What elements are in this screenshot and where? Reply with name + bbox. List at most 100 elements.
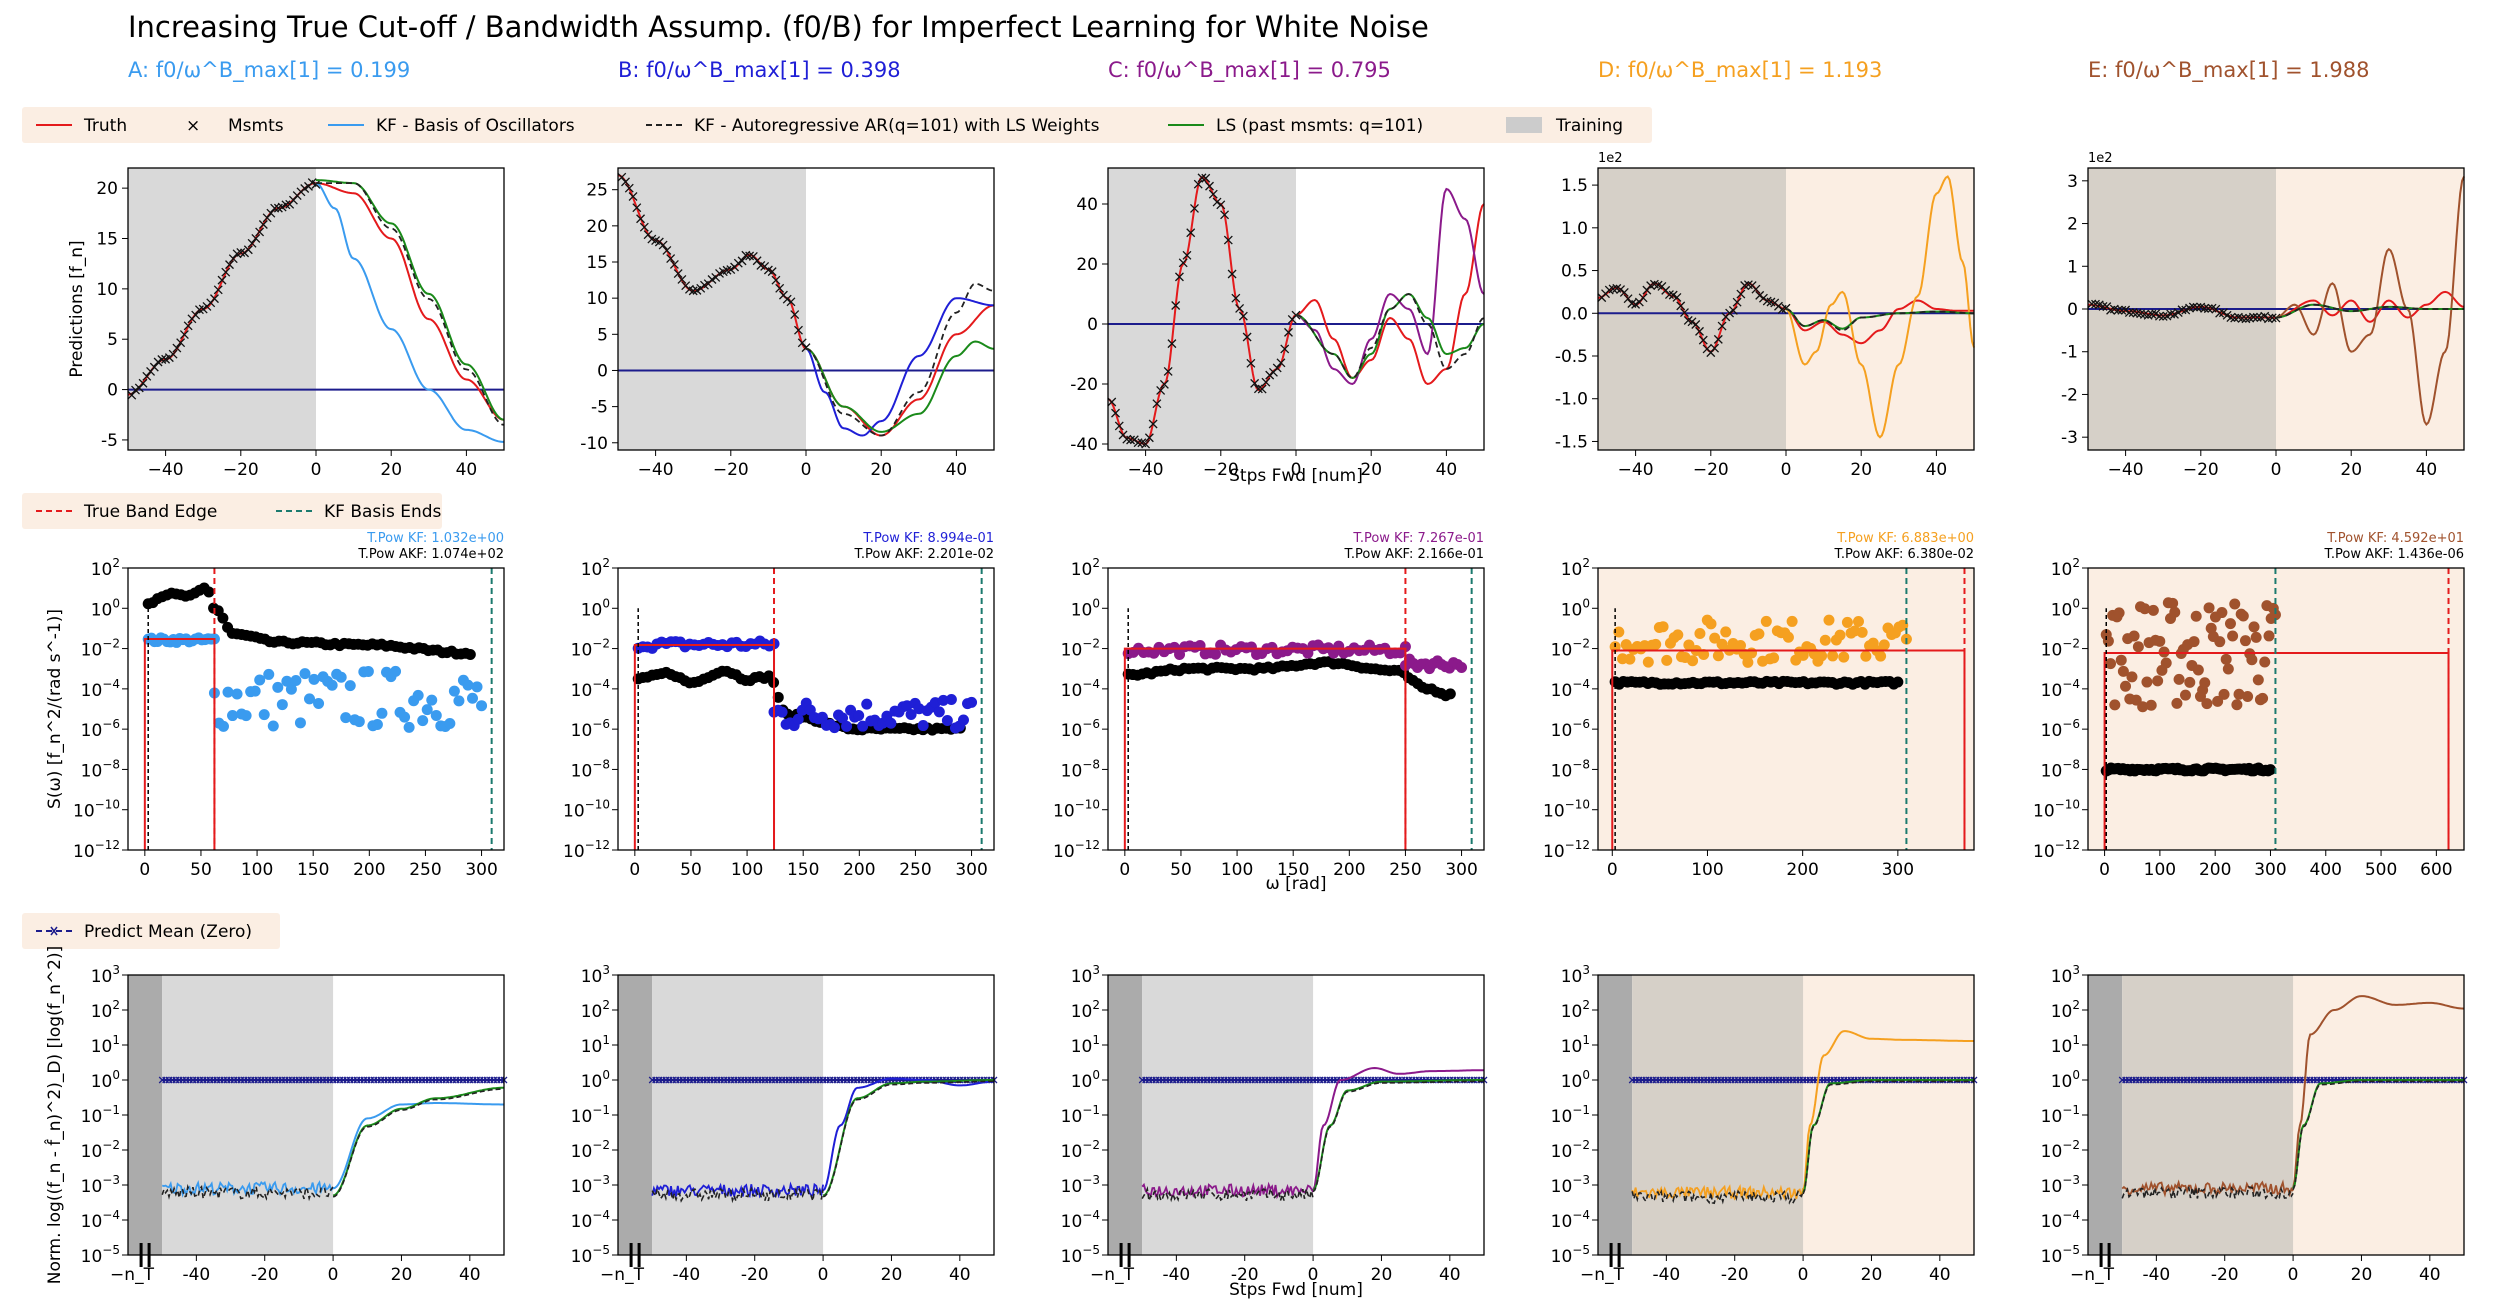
kf-spectrum-point: [2218, 688, 2230, 700]
ytick-label: 10−4: [1551, 677, 1590, 701]
ytick-label: 101: [581, 1033, 610, 1057]
kf-spectrum-point: [2169, 606, 2181, 618]
tick-exponent: −2: [2062, 1138, 2080, 1152]
msmt-marker: [153, 357, 163, 367]
kf-spectrum-point: [2231, 699, 2243, 711]
tick-exponent: 0: [112, 1068, 120, 1082]
msmt-marker: [1156, 386, 1166, 395]
kf-spectrum-point: [227, 710, 239, 722]
akf-spectrum-point: [217, 612, 229, 624]
kf-spectrum-point: [444, 717, 456, 729]
ytick-label: 10−5: [1551, 1243, 1590, 1267]
ytick-label: 40: [1076, 195, 1098, 215]
kf-spectrum-point: [857, 720, 869, 732]
ytick-label: 1.5: [1561, 176, 1588, 196]
spectrum-tint: [1598, 568, 1974, 850]
ytick-label: 100: [91, 596, 120, 620]
ytick-label: 10−4: [81, 677, 120, 701]
tick-exponent: −10: [585, 798, 610, 812]
msmt-marker: [198, 304, 208, 314]
ytick-label: 10−6: [81, 717, 120, 741]
tick-exponent: −4: [1572, 1208, 1590, 1222]
kf-spectrum-point: [2222, 663, 2234, 675]
msmt-marker: [673, 269, 683, 279]
xtick-label: 0: [801, 460, 812, 480]
kf-spectrum-point: [1650, 638, 1662, 650]
kf-spectrum-point: [448, 685, 460, 697]
msmt-marker: [617, 172, 627, 182]
akf-error-forecast: [2292, 1080, 2464, 1190]
msmt-marker: [1664, 290, 1674, 300]
kf-spectrum-point: [2248, 621, 2260, 633]
xtick-label: 40: [1929, 1265, 1951, 1285]
training-region: [1632, 975, 1804, 1255]
tick-exponent: −4: [102, 1208, 120, 1222]
xtick-label: 40: [2419, 1265, 2441, 1285]
xtick-label: −20: [1203, 460, 1239, 480]
xtick-label: 0: [311, 460, 322, 480]
kf-spectrum-point: [2167, 597, 2179, 609]
tick-exponent: −3: [102, 1173, 120, 1187]
figure-title: Increasing True Cut-off / Bandwidth Assu…: [128, 10, 1429, 44]
row2-axes-frame: [617, 567, 995, 851]
ytick-label: 103: [2051, 963, 2080, 987]
kf-spectrum-point: [792, 713, 804, 725]
msmt-marker: [737, 256, 747, 266]
msmt-marker: [1755, 290, 1765, 300]
ytick-label: 10−3: [1061, 1173, 1100, 1197]
msmt-marker: [2203, 304, 2213, 314]
msmt-marker: [1238, 311, 1248, 321]
kf-spectrum-point: [2128, 630, 2140, 642]
ytick-label: 2: [2067, 215, 2078, 235]
legend-bot: [22, 913, 280, 949]
msmt-marker: [221, 267, 231, 277]
msmt-marker: [1257, 384, 1267, 394]
row2-xlabel: ω [rad]: [1265, 874, 1326, 894]
ytick-label: 5: [597, 325, 608, 345]
tpow-akf-label: T.Pow AKF: 6.380e-02: [1834, 547, 1974, 562]
ytick-label: -5: [101, 431, 118, 451]
axis-break-marker: [1609, 1243, 1621, 1267]
tick-exponent: −2: [1082, 637, 1100, 651]
msmt-marker: [669, 260, 679, 269]
msmt-marker: [311, 179, 321, 189]
tick-exponent: −8: [1572, 757, 1590, 771]
tick-exponent: −2: [2062, 637, 2080, 651]
msmt-marker: [1201, 173, 1211, 183]
kf-spectrum-point: [933, 706, 945, 718]
akf-line: [805, 282, 995, 437]
ytick-label: 100: [1561, 596, 1590, 620]
tick-exponent: 0: [602, 1068, 610, 1082]
kf-spectrum-point: [421, 704, 433, 716]
ytick-label: 10−3: [571, 1173, 610, 1197]
ytick-label: 10−4: [571, 1208, 610, 1232]
ytick-label: 0: [107, 381, 118, 401]
kf-spectrum-point: [2237, 610, 2249, 622]
akf-line: [316, 182, 505, 426]
msmt-marker: [1242, 332, 1252, 342]
xtick-label: 20: [2351, 1265, 2373, 1285]
msmt-marker: [1691, 320, 1701, 329]
tick-exponent: 0: [1582, 596, 1590, 610]
ytick-label: 0: [597, 361, 608, 381]
msmt-marker: [1133, 438, 1143, 448]
msmt-marker: [1190, 203, 1199, 213]
kf-spectrum-point: [2184, 676, 2196, 688]
tick-exponent: −4: [1082, 677, 1100, 691]
axis-break-marker: [629, 1243, 641, 1267]
nT-label: −n_T: [2070, 1265, 2115, 1285]
kf-spectrum-point: [2147, 604, 2159, 616]
xtick-label: 150: [1277, 860, 1309, 880]
xtick-label: 0: [1291, 460, 1302, 480]
tpow-akf-label: T.Pow AKF: 1.436e-06: [2324, 547, 2464, 562]
xtick-label: -20: [1231, 1265, 1259, 1285]
kf-spectrum-point: [1613, 626, 1625, 638]
ytick-label: 10−1: [571, 1103, 610, 1127]
xtick-label: −20: [1693, 460, 1729, 480]
tick-exponent: −8: [102, 757, 120, 771]
kf-spectrum-point: [399, 711, 411, 723]
xtick-label: 250: [899, 860, 931, 880]
tick-exponent: −1: [1082, 1103, 1100, 1117]
kf-spectrum-point: [2203, 602, 2215, 614]
kf-spectrum-point: [1753, 628, 1765, 640]
